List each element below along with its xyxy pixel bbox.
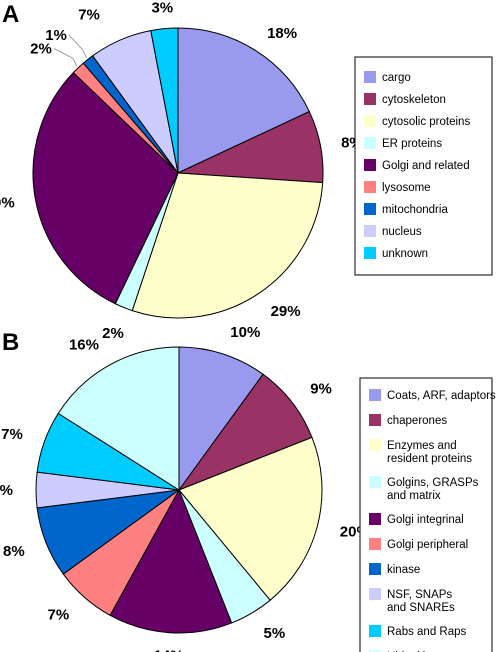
legend-label: unknown	[382, 248, 428, 260]
pct-label-rabs-and-raps: 7%	[1, 426, 23, 443]
legend-swatch	[364, 137, 376, 149]
pie-slice-chaperones	[177, 373, 313, 492]
legend-swatch	[364, 115, 376, 127]
legend-swatch	[369, 625, 381, 637]
legend-swatch	[364, 71, 376, 83]
legend-label: Coats, ARF, adaptors	[387, 390, 496, 402]
legend-label: resident proteins	[387, 453, 472, 465]
legend-item-golgi-integrinal: Golgi integrinal	[369, 513, 464, 526]
panel-b-letter: B	[2, 329, 19, 356]
legend-swatch	[369, 563, 381, 575]
legend-item-unknown: unknown	[364, 247, 428, 260]
pie-slice-ubiquitin-proteasome	[57, 346, 180, 491]
legend-label: kinase	[387, 564, 420, 576]
pct-label-ubiquitin-proteasome: 16%	[69, 337, 99, 354]
legend-frame	[359, 377, 493, 652]
legend-item-rabs-and-raps: Rabs and Raps	[369, 625, 467, 638]
legend-b: Coats, ARF, adaptors chaperones Enzymes an…	[359, 377, 499, 652]
legend-label: ER proteins	[382, 138, 442, 150]
pct-label-golgi-peripheral: 7%	[48, 607, 70, 624]
legend-item-chaperones: chaperones	[369, 414, 447, 427]
legend-item-kinase: kinase	[369, 563, 420, 576]
legend-swatch	[364, 181, 376, 193]
legend-swatch	[364, 225, 376, 237]
pct-label-cargo: 18%	[267, 25, 297, 42]
legend-item-golgi-and-related: Golgi and related	[364, 159, 470, 172]
legend-label: nucleus	[382, 226, 422, 238]
pct-label-unknown: 3%	[151, 0, 173, 17]
legend-item-nucleus: nucleus	[364, 225, 422, 238]
leader-line-lysosome	[53, 48, 78, 67]
panel-b: B 10%9%20%5%14%7%8%4%7%16% Coats, ARF, a…	[0, 324, 499, 652]
legend-swatch	[369, 650, 381, 652]
pie-slice-coats-arf-adaptors	[178, 346, 264, 492]
legend-label: cytosolic proteins	[382, 116, 470, 128]
pct-label-kinase: 8%	[3, 543, 25, 560]
legend-swatch	[369, 439, 381, 451]
legend-a: cargo cytoskeleton cytosolic proteins ER pr…	[354, 56, 493, 276]
legend-label: chaperones	[387, 415, 447, 427]
pct-label-golgi-integrinal: 14%	[154, 648, 184, 652]
pie-slice-golgi-and-related	[32, 71, 179, 305]
legend-swatch	[364, 203, 376, 215]
legend-frame	[354, 56, 493, 276]
pct-label-er-proteins: 2%	[102, 325, 124, 342]
legend-item-er-proteins: ER proteins	[364, 137, 442, 150]
legend-label: Golgi peripheral	[387, 539, 468, 551]
legend-label: Golgins, GRASPs	[387, 477, 479, 489]
legend-swatch	[369, 476, 381, 488]
legend-label: Enzymes and	[387, 440, 457, 452]
pct-label-cytosolic-proteins: 29%	[271, 303, 301, 320]
legend-label: Rabs and Raps	[387, 626, 467, 638]
legend-item-mitochondria: mitochondria	[364, 203, 448, 216]
legend-swatch	[369, 414, 381, 426]
legend-swatch	[369, 538, 381, 550]
legend-label: and matrix	[387, 490, 441, 502]
legend-label: NSF, SNAPs	[387, 589, 452, 601]
pie-slice-golgi-integrinal	[109, 488, 233, 634]
legend-item-cargo: cargo	[364, 71, 411, 84]
legend-label: cargo	[382, 72, 411, 84]
pct-label-chaperones: 9%	[310, 380, 332, 397]
pie-slice-enzymes-and-resident-proteins	[178, 436, 323, 601]
pct-label-nucleus: 7%	[78, 7, 100, 24]
legend-swatch	[369, 389, 381, 401]
legend-label: lysosome	[382, 182, 431, 194]
legend-label: Golgi and related	[382, 160, 470, 172]
legend-swatch	[364, 247, 376, 259]
legend-item-lysosome: lysosome	[364, 181, 431, 194]
legend-item-cytosolic-proteins: cytosolic proteins	[364, 115, 470, 128]
pie-slice-cargo	[177, 27, 311, 174]
panel-a-letter: A	[2, 1, 19, 28]
pie-a	[32, 27, 324, 319]
legend-label: cytoskeleton	[382, 94, 446, 106]
panel-a: A 18%8%29%2%30%2%1%7%3% cargocytoskeleto…	[0, 0, 493, 342]
pct-label-lysosome: 2%	[30, 41, 52, 58]
pct-label-coats-arf-adaptors: 10%	[230, 324, 260, 341]
pct-label-mitochondria: 1%	[45, 27, 67, 44]
pie-slice-unknown	[150, 27, 179, 174]
pct-label-nsf-snaps-and-snares: 4%	[0, 482, 13, 499]
legend-label: Golgi integrinal	[387, 514, 464, 526]
legend-swatch	[369, 588, 381, 600]
pct-label-golgi-and-related: 30%	[0, 195, 15, 212]
legend-item-coats-arf-adaptors: Coats, ARF, adaptors	[369, 389, 496, 402]
legend-swatch	[364, 93, 376, 105]
pie-slice-cytosolic-proteins	[131, 172, 324, 319]
legend-swatch	[369, 513, 381, 525]
legend-swatch	[364, 159, 376, 171]
legend-label: and SNAREs	[387, 602, 455, 614]
pct-label-golgins-grasps-and-matrix: 5%	[264, 625, 286, 642]
pie-b-labels: 10%9%20%5%14%7%8%4%7%16%	[0, 324, 370, 652]
legend-item-golgi-peripheral: Golgi peripheral	[369, 538, 468, 551]
legend-label: mitochondria	[382, 204, 448, 216]
pie-b	[35, 346, 323, 634]
legend-item-cytoskeleton: cytoskeleton	[364, 93, 446, 106]
leader-line-mitochondria	[68, 34, 88, 58]
